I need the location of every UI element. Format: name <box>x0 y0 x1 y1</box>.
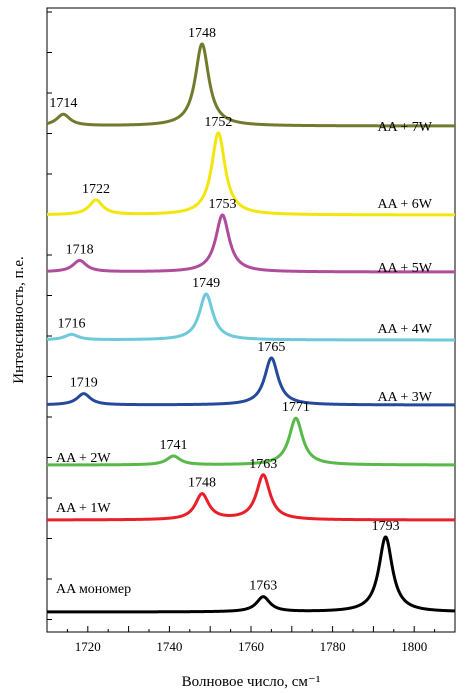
plot-border <box>46 7 456 633</box>
peak-label: 1748 <box>188 26 216 41</box>
peak-label: 1752 <box>204 115 232 130</box>
series-name-label: AA + 6W <box>377 197 432 212</box>
series-name-label: AA мономер <box>56 582 131 597</box>
x-tick-label: 1800 <box>401 639 427 654</box>
series-line <box>45 42 457 128</box>
peak-label: 1741 <box>159 438 187 453</box>
peak-label: 1722 <box>82 182 110 197</box>
series-line <box>45 356 457 407</box>
spectra-curves <box>45 42 457 614</box>
x-axis: 1720 1740 1760 1780 1800 <box>46 626 456 654</box>
peak-label: 1771 <box>282 400 310 415</box>
x-tick-label: 1780 <box>320 639 346 654</box>
series-name-label: AA + 3W <box>377 390 432 405</box>
peak-label: 1763 <box>249 579 277 594</box>
peak-label: 1748 <box>188 476 216 491</box>
series-name-label: AA + 7W <box>377 120 432 135</box>
y-axis-label: Интенсивность, п.е. <box>11 256 27 384</box>
peak-label: 1714 <box>49 96 77 111</box>
series-line <box>45 535 457 614</box>
x-tick-label: 1720 <box>75 639 101 654</box>
series-line <box>45 213 457 274</box>
series-line <box>45 416 457 467</box>
peak-label: 1749 <box>192 276 220 291</box>
peak-label: 1716 <box>57 316 85 331</box>
series-name-label: AA + 2W <box>56 451 111 466</box>
peak-label: 1753 <box>208 197 236 212</box>
x-tick-label: 1760 <box>238 639 264 654</box>
series-line <box>45 292 457 342</box>
series-line <box>45 473 457 522</box>
peak-label: 1763 <box>249 457 277 472</box>
series-name-label: AA + 4W <box>377 322 432 337</box>
x-axis-label: Волновое число, см⁻¹ <box>182 674 321 690</box>
x-tick-label: 1740 <box>156 639 182 654</box>
peak-label: 1718 <box>66 242 94 257</box>
plot-frame <box>46 7 456 633</box>
series-name-label: AA + 5W <box>377 261 432 276</box>
peak-label: 1793 <box>372 519 400 534</box>
annotations: 1763 1793 AA мономер 1748 1763 AA + 1W 1741 177… <box>49 26 432 597</box>
peak-label: 1719 <box>70 376 98 391</box>
series-name-label: AA + 1W <box>56 501 111 516</box>
peak-label: 1765 <box>257 340 285 355</box>
series-line <box>45 131 457 217</box>
